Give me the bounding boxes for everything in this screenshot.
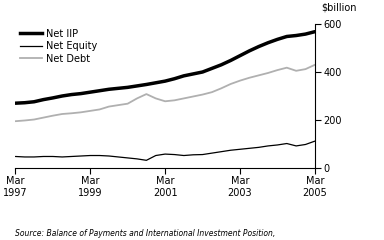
Text: Source: Balance of Payments and International Investment Position,: Source: Balance of Payments and Internat… [15, 228, 276, 238]
Legend: Net IIP, Net Equity, Net Debt: Net IIP, Net Equity, Net Debt [20, 29, 98, 64]
Text: $billion: $billion [321, 2, 356, 12]
